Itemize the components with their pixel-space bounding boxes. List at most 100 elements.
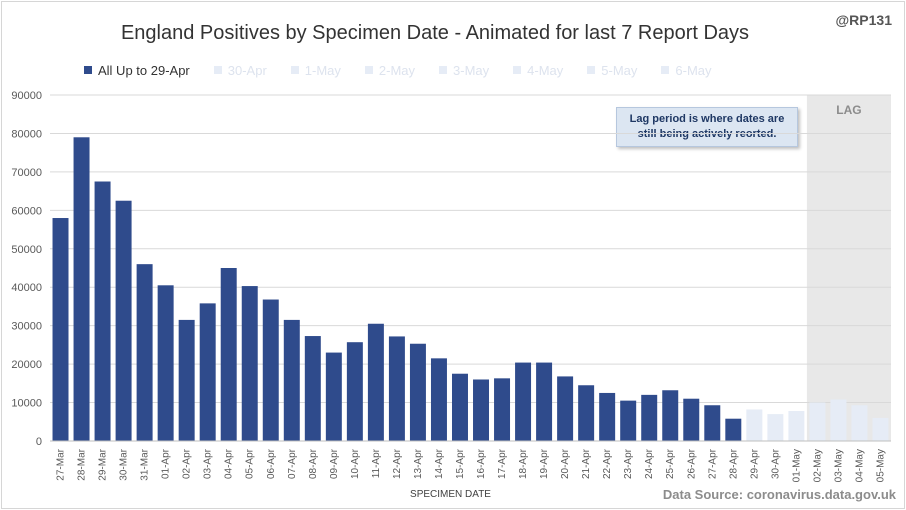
x-tick-label: 05-Apr xyxy=(245,448,256,479)
x-tick-label: 01-Apr xyxy=(161,448,172,479)
x-tick-label: 06-Apr xyxy=(266,448,277,479)
bar xyxy=(662,390,679,441)
x-axis-title: SPECIMEN DATE xyxy=(410,489,491,500)
legend-item: 5-May xyxy=(587,63,637,78)
x-tick-label: 24-Apr xyxy=(644,448,655,479)
y-tick-label: 40000 xyxy=(11,282,42,294)
legend-item: 4-May xyxy=(513,63,563,78)
x-tick-label: 30-Mar xyxy=(119,448,130,480)
legend-label: 6-May xyxy=(675,62,712,78)
legend-swatch xyxy=(213,66,222,74)
bar xyxy=(199,303,216,441)
bar xyxy=(409,343,426,441)
bar xyxy=(725,418,742,441)
bar xyxy=(809,402,826,441)
bar xyxy=(788,411,805,441)
y-tick-label: 60000 xyxy=(11,205,42,217)
bar xyxy=(683,398,700,441)
x-tick-label: 04-May xyxy=(854,449,865,482)
bar xyxy=(767,414,784,441)
x-tick-label: 25-Apr xyxy=(665,448,676,479)
bar xyxy=(451,373,468,441)
y-tick-label: 20000 xyxy=(11,359,42,371)
bar xyxy=(367,323,384,441)
bar xyxy=(473,379,490,441)
legend-label: All Up to 29-Apr xyxy=(98,62,190,78)
bar xyxy=(641,394,658,441)
legend-swatch xyxy=(84,66,92,74)
y-tick-label: 50000 xyxy=(11,244,42,256)
legend-item: 2-May xyxy=(364,62,416,78)
x-tick-label: 03-May xyxy=(833,449,844,482)
x-tick-label: 30-Apr xyxy=(770,448,781,479)
legend-label: 1-May xyxy=(304,62,341,78)
bar xyxy=(430,358,447,441)
bar xyxy=(872,417,889,441)
legend-item: All Up to 29-Apr xyxy=(84,63,190,78)
bar xyxy=(325,352,342,441)
x-tick-label: 22-Apr xyxy=(602,448,613,479)
legend-label: 4-May xyxy=(527,62,564,78)
bar xyxy=(136,264,153,441)
y-tick-label: 80000 xyxy=(11,128,42,140)
x-tick-label: 27-Mar xyxy=(56,448,67,480)
x-tick-label: 28-Apr xyxy=(728,448,739,479)
y-tick-label: 0 xyxy=(36,436,42,448)
x-tick-label: 20-Apr xyxy=(560,448,571,479)
author-handle: @RP131 xyxy=(835,12,892,28)
x-tick-label: 19-Apr xyxy=(539,448,550,479)
x-tick-label: 27-Apr xyxy=(707,448,718,479)
legend-swatch xyxy=(364,66,373,74)
x-tick-label: 02-May xyxy=(812,449,823,482)
x-tick-label: 09-Apr xyxy=(329,448,340,479)
bar xyxy=(52,218,69,441)
bar xyxy=(73,137,90,442)
x-tick-label: 11-Apr xyxy=(371,448,382,478)
legend-item: 1-May xyxy=(290,62,341,78)
x-tick-label: 26-Apr xyxy=(686,448,697,479)
bar xyxy=(599,392,616,441)
x-tick-label: 01-May xyxy=(791,449,802,482)
legend-label: 30-Apr xyxy=(227,62,267,78)
data-source: Data Source: coronavirus.data.gov.uk xyxy=(662,487,896,502)
legend-label: 5-May xyxy=(601,62,638,78)
bar xyxy=(178,319,195,441)
x-tick-label: 10-Apr xyxy=(350,448,361,479)
bar xyxy=(704,405,721,441)
x-tick-label: 28-Mar xyxy=(77,448,88,480)
bar xyxy=(262,299,279,441)
lag-region xyxy=(806,95,891,441)
bar xyxy=(746,409,763,441)
legend-label: 3-May xyxy=(453,62,490,78)
x-tick-label: 05-May xyxy=(875,449,886,482)
bar xyxy=(346,342,363,441)
bar xyxy=(94,181,111,441)
x-tick-label: 02-Apr xyxy=(182,448,193,479)
bar xyxy=(283,319,300,441)
bar xyxy=(515,362,532,441)
x-tick-label: 14-Apr xyxy=(434,448,445,479)
y-tick-label: 70000 xyxy=(11,167,42,179)
legend-label: 2-May xyxy=(378,62,416,78)
x-tick-label: 08-Apr xyxy=(308,448,319,479)
x-tick-label: 18-Apr xyxy=(518,448,529,479)
bar xyxy=(115,200,132,441)
x-tick-label: 29-Apr xyxy=(749,448,760,479)
x-tick-label: 16-Apr xyxy=(476,448,487,479)
bar xyxy=(851,405,868,441)
legend-item: 3-May xyxy=(439,63,489,78)
bar xyxy=(578,385,595,441)
y-tick-label: 30000 xyxy=(11,321,42,333)
bar xyxy=(557,376,574,441)
x-tick-label: 15-Apr xyxy=(455,448,466,479)
y-tick-label: 90000 xyxy=(11,90,42,102)
x-tick-label: 29-Mar xyxy=(98,448,109,480)
bar xyxy=(830,399,847,441)
legend-swatch xyxy=(587,66,596,74)
legend-swatch xyxy=(513,66,522,74)
lag-annotation-line2: still being actively reorted. xyxy=(637,128,777,140)
legend-swatch xyxy=(661,66,670,74)
bar xyxy=(157,285,174,441)
bar xyxy=(388,336,405,441)
